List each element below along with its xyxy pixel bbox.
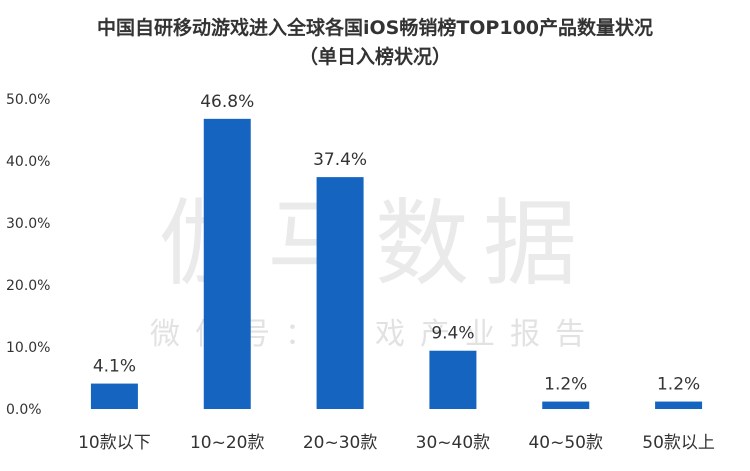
y-tick-label: 10.0% [6,340,50,356]
x-tick-label: 30~40款 [416,433,491,453]
data-label: 37.4% [313,150,367,170]
chart-title-line2: （单日入榜状况） [298,46,451,68]
chart-title: 中国自研移动游戏进入全球各国iOS畅销榜TOP100产品数量状况 （单日入榜状况… [0,14,750,72]
data-label: 1.2% [544,375,587,395]
y-tick-label: 50.0% [6,92,50,108]
x-tick-label: 10~20款 [190,433,265,453]
bar [429,350,477,409]
x-tick-label: 50款以上 [642,433,715,453]
bar [316,177,364,409]
bar [203,118,251,409]
data-label: 9.4% [431,324,474,344]
data-label: 1.2% [657,375,700,395]
x-tick-label: 40~50款 [528,433,603,453]
x-tick-label: 20~30款 [303,433,378,453]
y-tick-label: 0.0% [6,402,42,418]
bar [655,401,703,409]
y-tick-label: 40.0% [6,154,50,170]
y-tick-label: 20.0% [6,278,50,294]
chart-title-line1: 中国自研移动游戏进入全球各国iOS畅销榜TOP100产品数量状况 [96,17,654,39]
x-tick-label: 10款以下 [78,433,151,453]
y-tick-label: 30.0% [6,216,50,232]
data-label: 46.8% [200,92,254,112]
data-label: 4.1% [93,357,136,377]
bar [90,383,138,409]
bar [542,401,590,409]
